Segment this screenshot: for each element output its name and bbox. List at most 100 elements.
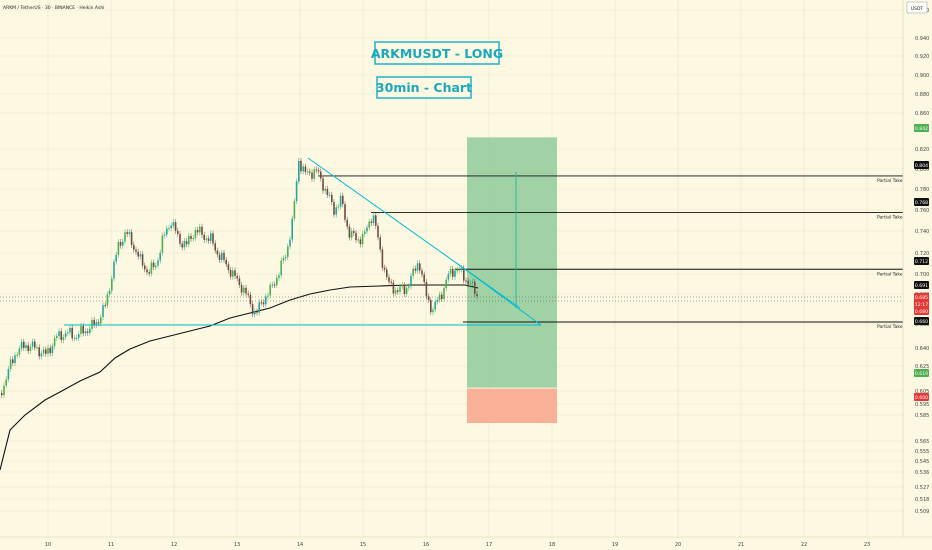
candle-body (229, 270, 232, 277)
price-tick-label: 0.585 (915, 413, 929, 419)
candle-body (410, 275, 412, 287)
candle-body (412, 268, 414, 276)
price-tag (914, 307, 929, 315)
candle-body (56, 335, 58, 339)
candle-body (148, 272, 150, 274)
title-long: ARKMUSDT - LONG (371, 46, 503, 61)
candle-body (394, 290, 397, 294)
position-zones (467, 137, 557, 423)
candle-body (463, 268, 465, 281)
candle-body (271, 284, 274, 286)
candle-body (344, 204, 346, 220)
price-tick-label: 0.780 (915, 187, 929, 193)
time-axis-bg (0, 537, 932, 550)
candle-body (304, 166, 307, 172)
candle-body (381, 249, 384, 268)
title-box-long: ARKMUSDT - LONG (371, 41, 503, 65)
candle-body (185, 241, 188, 245)
candle-body (93, 319, 95, 326)
price-tag (914, 317, 929, 325)
candle-body (111, 278, 113, 291)
time-tick-label: 12 (171, 542, 177, 548)
candle-body (172, 222, 175, 226)
price-tick-label: 0.565 (915, 439, 929, 445)
candle-body (203, 234, 205, 240)
time-tick-label: 23 (864, 542, 870, 548)
descending-trendline[interactable] (307, 157, 521, 309)
candle-body (201, 226, 203, 235)
candle-body (405, 287, 408, 294)
candle-body (331, 194, 333, 203)
currency-badge[interactable] (906, 1, 928, 14)
candle-body (339, 195, 342, 207)
candle-body (106, 294, 109, 306)
candle-body (190, 235, 192, 239)
candle-body (449, 268, 452, 274)
stop-zone[interactable] (467, 388, 557, 423)
candle-body (117, 242, 120, 255)
candle-body (251, 304, 254, 315)
candle-body (45, 349, 47, 354)
candle-body (124, 232, 126, 242)
candle-body (7, 369, 10, 380)
candle-body (18, 348, 21, 355)
candle-body (447, 273, 450, 280)
candle-body (78, 334, 80, 338)
candle-body (467, 280, 469, 285)
candle-body (322, 178, 324, 191)
candle-body (375, 215, 377, 226)
candle-body (210, 233, 212, 241)
candle-body (135, 249, 137, 252)
time-tick-label: 13 (234, 542, 240, 548)
candle-body (357, 239, 359, 241)
price-tag (914, 124, 929, 132)
candle-body (223, 252, 225, 260)
take-profit-label: Partial Take profit (877, 271, 916, 277)
time-tick-label: 18 (549, 542, 555, 548)
title-box-timeframe: 30min - Chart (376, 76, 472, 99)
candle-body (227, 264, 230, 271)
candle-body (403, 285, 406, 294)
candle-body (163, 234, 166, 236)
price-tick-label: 0.800 (915, 167, 929, 173)
price-axis[interactable]: 0.9600.9400.9200.9000.8800.8600.8200.800… (902, 0, 932, 537)
price-tag-label: 0.680 (915, 309, 928, 315)
candle-body (73, 337, 76, 339)
candle-body (194, 229, 197, 239)
candle-body (397, 290, 399, 292)
price-tag (914, 369, 929, 377)
target-zone[interactable] (467, 137, 557, 388)
price-tick-label: 0.555 (915, 449, 929, 455)
candle-body (64, 333, 67, 337)
take-profit-label: Partial Take profit (877, 214, 916, 220)
candle-body (177, 230, 179, 234)
candle-body (416, 263, 419, 271)
candle-body (146, 269, 148, 273)
price-tick-label: 0.920 (915, 54, 929, 60)
price-tick-label: 0.860 (915, 111, 929, 117)
candle-body (161, 235, 164, 253)
candle-body (355, 232, 357, 241)
time-axis[interactable]: 10 11 12 13 14 15 16 17 18 19 20 21 22 23 (0, 536, 932, 550)
candle-body (16, 354, 18, 356)
candle-body (1, 393, 3, 396)
price-axis-bg (903, 0, 932, 537)
candle-body (69, 327, 71, 333)
price-tag-label: 0.685 (915, 295, 928, 301)
candle-body (212, 233, 214, 244)
candle-body (326, 188, 329, 196)
candle-body (465, 280, 467, 282)
candle-body (471, 281, 474, 283)
price-tag-label: 0.660 (915, 319, 928, 325)
projection-line[interactable] (454, 261, 542, 326)
price-tick-label: 0.880 (915, 92, 929, 98)
time-tick-label: 17 (486, 542, 492, 548)
candle-body (317, 170, 320, 172)
candle-body (174, 222, 177, 231)
candle-body (280, 260, 282, 276)
take-profit-label: Partial Take profit (877, 324, 916, 330)
candle-body (313, 169, 315, 179)
candle-body (335, 207, 337, 215)
candle-body (31, 341, 34, 347)
